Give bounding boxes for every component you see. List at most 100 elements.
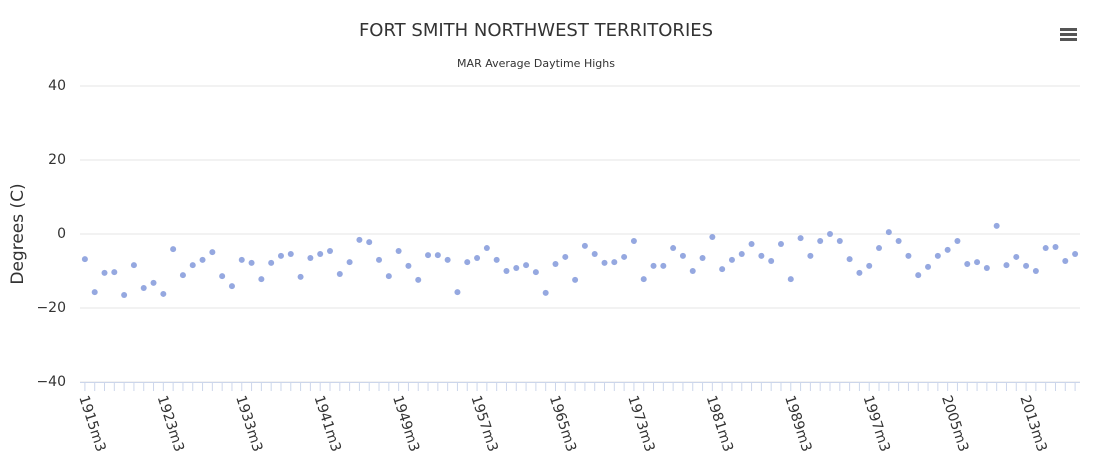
point [562,253,569,260]
point [189,262,196,269]
point [885,229,892,236]
point [611,259,618,266]
point [630,238,637,245]
point [523,262,530,269]
point [1062,258,1069,265]
point [464,259,471,266]
point [1032,268,1039,274]
point [983,265,990,272]
point [964,260,971,267]
point [993,222,1000,229]
point [925,263,932,270]
point [905,252,912,259]
point [121,292,128,299]
point [944,246,951,253]
point [542,289,549,296]
point [258,276,265,283]
point [777,240,784,247]
point [327,248,333,255]
point [91,289,98,296]
point [376,256,383,263]
point [336,270,343,277]
point [248,259,255,266]
point [317,250,324,257]
point [974,259,981,266]
point [738,250,745,257]
y-tick-label: −20 [36,300,66,316]
x-tick-label: 1923m3 [154,394,187,454]
point [601,259,608,266]
point [895,238,902,245]
menu-button[interactable] [1060,28,1077,41]
point [876,245,883,252]
point [405,262,412,269]
point [179,272,186,279]
point [346,259,353,266]
point [150,279,157,286]
x-tick-label: 1973m3 [624,394,657,454]
point [1023,262,1030,269]
point [356,236,363,243]
point [209,249,216,256]
point [434,252,441,259]
point [856,269,863,276]
y-tick-label: 0 [57,226,66,242]
y-tick-label: 20 [48,152,66,168]
point [454,289,461,296]
x-tick-label: 2005m3 [938,394,971,454]
x-tick-label: 1965m3 [546,394,579,454]
point [787,276,794,283]
point [111,269,118,276]
point [385,273,392,280]
point [709,233,716,240]
point [287,250,294,257]
point [817,238,824,245]
point [170,246,177,253]
point [444,256,451,263]
point [238,256,245,263]
point [640,276,647,283]
point [483,245,490,252]
point [1013,253,1020,260]
x-tick-label: 1949m3 [389,394,422,454]
x-tick-label: 2013m3 [1016,394,1049,454]
point [297,273,304,280]
x-tick-label: 1933m3 [232,394,265,454]
point [219,273,226,280]
point [532,269,539,276]
point [866,262,873,269]
point [493,256,500,263]
point [307,255,314,262]
point [140,285,147,292]
point [954,238,961,245]
y-tick-label: −40 [36,374,66,390]
point [395,248,402,255]
point [81,256,88,263]
point [1052,243,1059,250]
x-tick-label: 1981m3 [703,394,736,454]
point [503,268,510,274]
chart-subtitle: MAR Average Daytime Highs [457,57,615,70]
point [827,231,833,237]
point [758,252,765,259]
point [228,283,235,290]
point [728,256,735,263]
point [670,245,677,252]
point [915,272,922,279]
point [679,252,686,259]
x-tick-label: 1941m3 [311,394,344,454]
point [425,252,432,259]
point [513,265,520,272]
point [552,260,559,267]
point [660,262,667,269]
point [160,290,167,297]
point [366,239,373,246]
menu-bar [1060,33,1077,36]
point [768,258,775,265]
chart-title: FORT SMITH NORTHWEST TERRITORIES [359,20,713,41]
point [415,276,422,283]
point [621,253,628,260]
y-axis-label: Degrees (C) [8,183,28,284]
point [689,268,696,274]
